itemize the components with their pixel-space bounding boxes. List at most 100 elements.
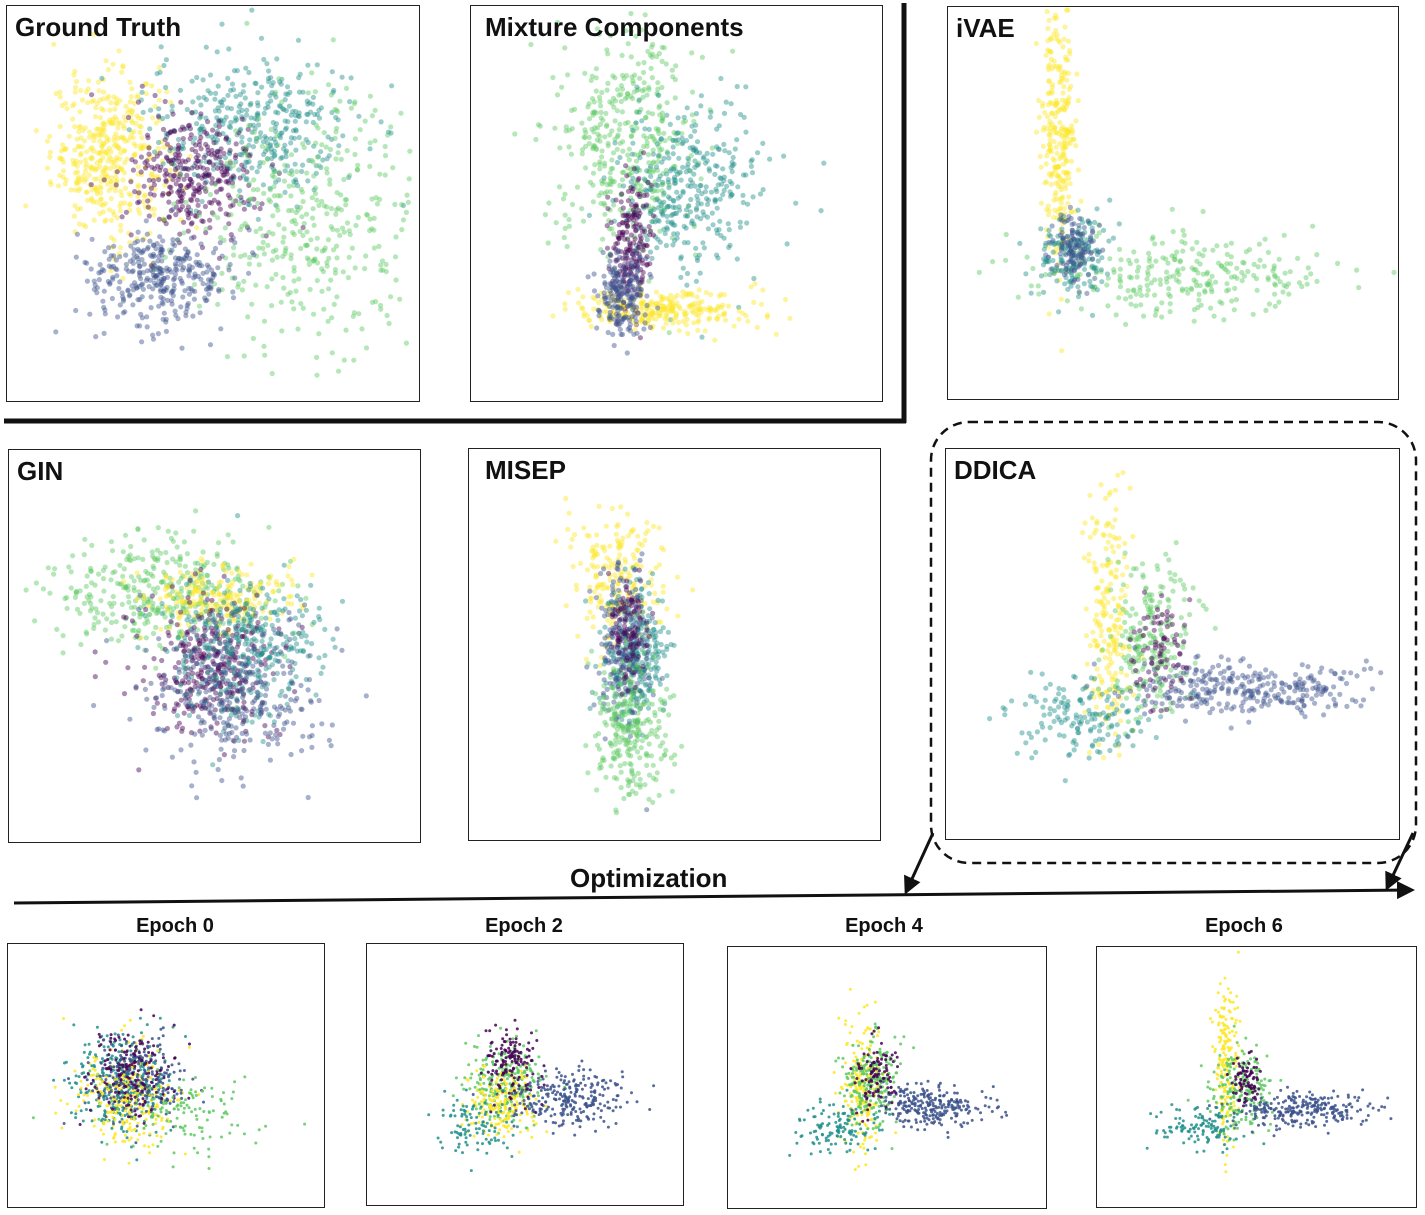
scatter-point xyxy=(120,573,126,579)
scatter-point xyxy=(104,616,110,622)
scatter-point xyxy=(576,300,582,306)
scatter-point xyxy=(68,187,74,193)
scatter-point xyxy=(670,242,676,248)
scatter-point xyxy=(678,177,684,183)
scatter-point xyxy=(157,117,163,123)
scatter-point xyxy=(243,728,249,734)
scatter-point xyxy=(200,703,206,709)
scatter-point xyxy=(172,271,178,277)
scatter-point xyxy=(200,558,206,564)
scatter-point xyxy=(1060,235,1066,241)
scatter-point xyxy=(196,584,202,591)
scatter-point xyxy=(139,89,145,95)
scatter-point xyxy=(151,555,157,562)
scatter-point xyxy=(238,194,244,200)
scatter-point xyxy=(586,134,592,140)
scatter-point xyxy=(619,109,625,115)
scatter-point xyxy=(198,159,204,165)
scatter-point xyxy=(160,238,166,244)
scatter-point xyxy=(177,553,183,560)
scatter-point xyxy=(1060,90,1066,96)
scatter-point xyxy=(633,179,639,186)
scatter-point xyxy=(47,133,53,139)
scatter-point xyxy=(139,294,145,300)
scatter-point xyxy=(355,214,361,220)
scatter-point xyxy=(206,608,212,614)
scatter-point xyxy=(137,263,143,269)
scatter-point xyxy=(136,189,142,195)
scatter-point xyxy=(1052,124,1058,130)
scatter-point xyxy=(617,268,623,274)
scatter-point xyxy=(610,197,616,204)
scatter-point xyxy=(680,164,686,170)
scatter-point xyxy=(251,252,257,258)
scatter-point xyxy=(1074,71,1080,77)
scatter-point xyxy=(666,330,672,336)
scatter-point xyxy=(620,268,626,274)
scatter-point xyxy=(155,609,161,615)
scatter-point xyxy=(621,284,627,290)
scatter-point xyxy=(121,585,127,591)
scatter-point xyxy=(609,294,615,300)
scatter-point xyxy=(117,120,123,126)
scatter-point xyxy=(157,596,163,602)
scatter-point xyxy=(590,170,597,176)
scatter-point xyxy=(1090,228,1096,234)
scatter-point xyxy=(625,214,631,220)
scatter-point xyxy=(173,589,179,595)
scatter-point xyxy=(626,212,632,218)
scatter-point xyxy=(168,184,174,190)
scatter-point xyxy=(1046,90,1053,96)
scatter-point xyxy=(616,289,622,295)
scatter-point xyxy=(262,352,268,358)
scatter-point xyxy=(632,273,638,279)
scatter-point xyxy=(112,188,118,194)
scatter-point xyxy=(197,728,203,734)
scatter-point xyxy=(196,303,203,309)
scatter-point xyxy=(47,179,53,185)
scatter-point xyxy=(640,203,646,209)
scatter-point xyxy=(234,599,240,605)
scatter-point xyxy=(604,245,611,251)
scatter-point xyxy=(119,69,125,75)
scatter-point xyxy=(204,131,210,137)
scatter-point xyxy=(105,67,111,73)
scatter-point xyxy=(144,158,150,164)
scatter-point xyxy=(181,539,187,545)
scatter-point xyxy=(222,155,228,161)
scatter-point xyxy=(641,176,647,182)
scatter-point xyxy=(619,52,625,59)
scatter-point xyxy=(131,100,138,107)
scatter-point xyxy=(1046,254,1052,260)
scatter-point xyxy=(101,89,107,95)
scatter-point xyxy=(211,197,217,203)
scatter-point xyxy=(214,131,220,137)
scatter-point xyxy=(1127,261,1133,267)
scatter-point xyxy=(634,109,640,115)
scatter-point xyxy=(560,196,567,202)
scatter-point xyxy=(630,140,636,146)
scatter-point xyxy=(629,287,635,293)
scatter-point xyxy=(605,300,611,306)
scatter-point xyxy=(62,146,68,152)
scatter-point xyxy=(76,174,82,180)
scatter-point xyxy=(271,148,277,154)
scatter-point xyxy=(199,598,205,604)
scatter-point xyxy=(625,272,631,278)
scatter-point xyxy=(193,567,199,573)
scatter-point xyxy=(242,611,248,617)
scatter-point xyxy=(101,288,107,294)
scatter-point xyxy=(166,214,172,220)
scatter-point xyxy=(612,75,618,81)
scatter-point xyxy=(685,291,691,298)
scatter-point xyxy=(330,89,336,95)
scatter-point xyxy=(239,162,245,168)
scatter-point xyxy=(1272,303,1278,309)
scatter-point xyxy=(616,289,622,296)
scatter-point xyxy=(170,277,177,283)
scatter-point xyxy=(191,296,197,302)
scatter-point xyxy=(236,109,242,115)
scatter-point xyxy=(1134,258,1140,264)
scatter-point xyxy=(1053,100,1059,106)
scatter-point xyxy=(167,167,174,173)
